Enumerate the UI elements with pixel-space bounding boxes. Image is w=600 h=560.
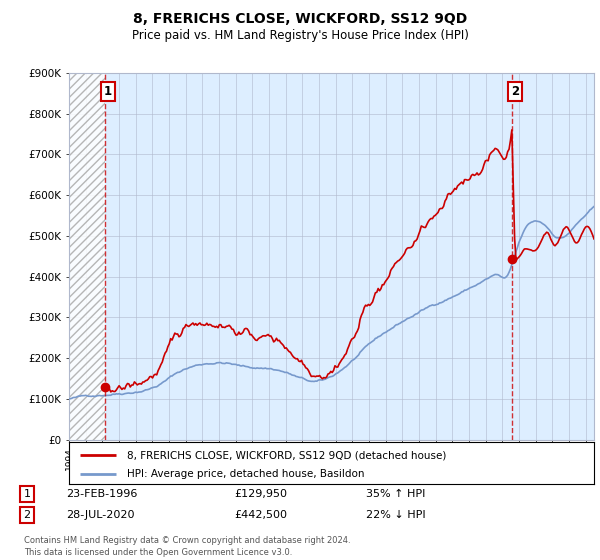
Bar	[69, 73, 105, 440]
Text: 1: 1	[23, 489, 31, 499]
Text: 8, FRERICHS CLOSE, WICKFORD, SS12 9QD (detached house): 8, FRERICHS CLOSE, WICKFORD, SS12 9QD (d…	[127, 450, 446, 460]
Text: HPI: Average price, detached house, Basildon: HPI: Average price, detached house, Basi…	[127, 469, 364, 479]
Text: 23-FEB-1996: 23-FEB-1996	[66, 489, 137, 499]
Text: 35% ↑ HPI: 35% ↑ HPI	[366, 489, 425, 499]
Text: £442,500: £442,500	[234, 510, 287, 520]
Text: Price paid vs. HM Land Registry's House Price Index (HPI): Price paid vs. HM Land Registry's House …	[131, 29, 469, 42]
Text: 2: 2	[23, 510, 31, 520]
Text: 1: 1	[104, 85, 112, 97]
Text: 2: 2	[511, 85, 519, 97]
Text: £129,950: £129,950	[234, 489, 287, 499]
Text: 8, FRERICHS CLOSE, WICKFORD, SS12 9QD: 8, FRERICHS CLOSE, WICKFORD, SS12 9QD	[133, 12, 467, 26]
Text: 22% ↓ HPI: 22% ↓ HPI	[366, 510, 425, 520]
Text: Contains HM Land Registry data © Crown copyright and database right 2024.
This d: Contains HM Land Registry data © Crown c…	[24, 536, 350, 557]
Text: 28-JUL-2020: 28-JUL-2020	[66, 510, 134, 520]
